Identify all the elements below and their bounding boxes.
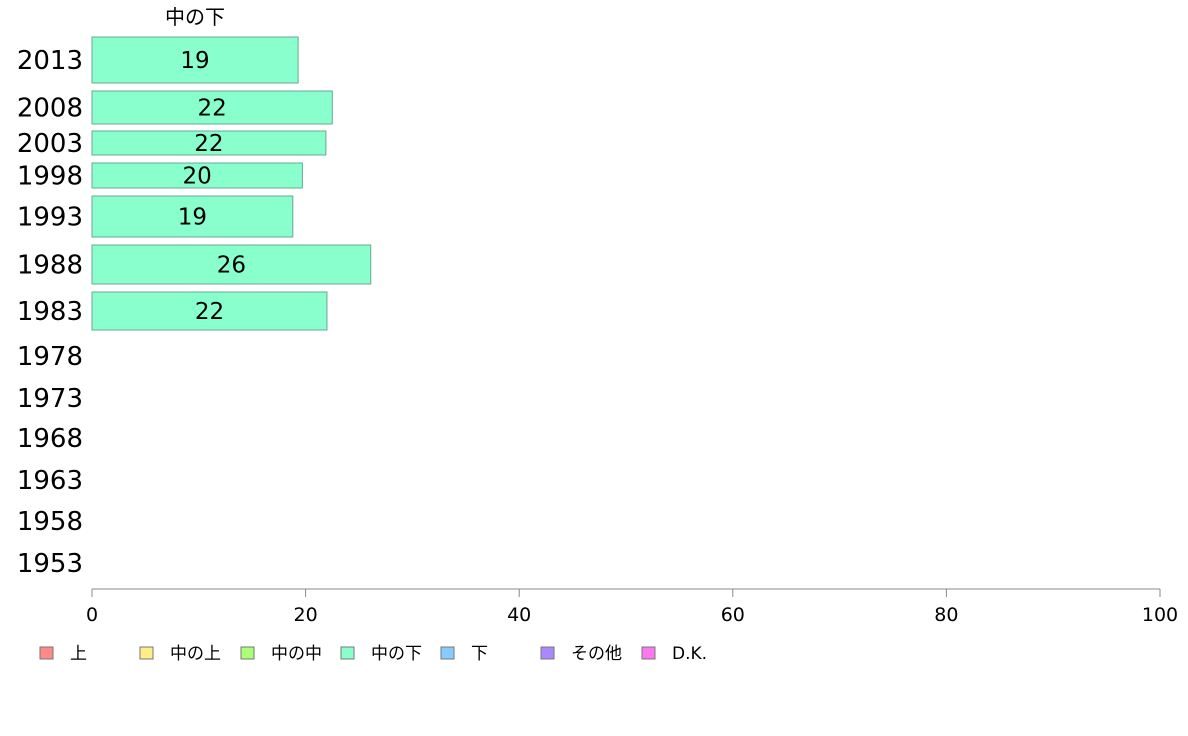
series-title: 中の下 bbox=[165, 5, 225, 29]
x-tick-label: 60 bbox=[721, 604, 745, 626]
legend-label: 上 bbox=[70, 644, 87, 664]
year-label: 1963 bbox=[17, 466, 83, 496]
x-axis: 0 20 40 60 80 100 bbox=[86, 588, 1178, 626]
year-label: 1978 bbox=[17, 342, 83, 372]
legend-label: 中の下 bbox=[371, 644, 422, 664]
legend-swatch bbox=[139, 646, 154, 660]
x-tick-label: 100 bbox=[1142, 604, 1178, 626]
x-tick-label: 80 bbox=[934, 604, 958, 626]
bar-value-label: 22 bbox=[194, 131, 223, 157]
year-label: 2013 bbox=[17, 46, 83, 76]
bar bbox=[91, 195, 294, 238]
bar-value-label: 19 bbox=[178, 205, 207, 231]
legend-label: 下 bbox=[471, 644, 488, 664]
bar bbox=[91, 90, 333, 125]
year-label: 1988 bbox=[17, 251, 83, 281]
legend-swatch bbox=[240, 646, 255, 660]
legend-swatch bbox=[641, 646, 656, 660]
bar bbox=[91, 291, 328, 331]
legend-swatch bbox=[39, 646, 54, 660]
year-label: 1973 bbox=[17, 384, 83, 414]
bar-value-label: 26 bbox=[217, 253, 246, 279]
legend-label: D.K. bbox=[672, 644, 707, 664]
year-label: 1998 bbox=[17, 162, 83, 192]
bar-value-label: 22 bbox=[195, 299, 224, 325]
x-tick-label: 20 bbox=[294, 604, 318, 626]
year-label: 2008 bbox=[17, 94, 83, 124]
year-label: 1958 bbox=[17, 507, 83, 537]
legend-label: 中の上 bbox=[170, 644, 221, 664]
bar-value-label: 22 bbox=[198, 96, 227, 122]
x-tick-label: 40 bbox=[507, 604, 531, 626]
bar bbox=[91, 244, 372, 285]
year-label: 1993 bbox=[17, 203, 83, 233]
year-label: 1968 bbox=[17, 424, 83, 454]
x-tick-label: 0 bbox=[86, 604, 98, 626]
legend-swatch bbox=[340, 646, 355, 660]
bar bbox=[91, 36, 299, 84]
legend-label: 中の中 bbox=[271, 644, 322, 664]
bar bbox=[91, 162, 303, 189]
legend-swatch bbox=[540, 646, 555, 660]
bars-layer: 19 22 22 20 19 26 22 bbox=[91, 36, 372, 331]
bar bbox=[91, 130, 327, 156]
legend-swatch bbox=[440, 646, 455, 660]
bar-value-label: 19 bbox=[180, 48, 209, 74]
year-label: 1953 bbox=[17, 549, 83, 579]
year-label: 1983 bbox=[17, 297, 83, 327]
legend-label: その他 bbox=[571, 644, 622, 664]
bar-value-label: 20 bbox=[183, 164, 212, 190]
legend: 上 中の上 中の中 中の下 下 その他 D.K. bbox=[39, 644, 707, 664]
year-label: 2003 bbox=[17, 129, 83, 159]
